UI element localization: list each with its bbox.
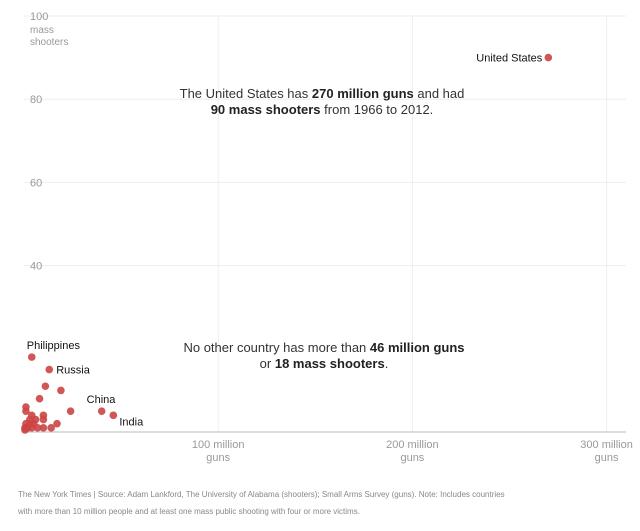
- y-tick-label: 60: [30, 177, 42, 189]
- y-axis-label: mass: [30, 25, 54, 36]
- annotation-top-text-3: from 1966 to 2012.: [320, 102, 434, 117]
- annotation-top-bold-2: 90 mass shooters: [210, 102, 321, 117]
- data-point: [22, 407, 30, 416]
- country-label: China: [87, 394, 117, 406]
- source-note: The New York Times | Source: Adam Lankfo…: [18, 486, 623, 520]
- x-tick-label: guns: [206, 452, 230, 464]
- annotation-bottom-bold-1: 46 million guns: [369, 340, 465, 355]
- data-point: [35, 394, 44, 403]
- annotation-bottom: No other country has more than 46 millio…: [134, 340, 514, 372]
- data-point: [53, 419, 61, 428]
- data-point: [109, 411, 118, 420]
- annotation-bottom-bold-2: 18 mass shooters: [274, 356, 385, 371]
- y-tick-label: 100: [30, 11, 48, 23]
- source-line-1: The New York Times | Source: Adam Lankfo…: [18, 490, 505, 499]
- annotation-top-bold-1: 270 million guns: [311, 86, 414, 101]
- y-tick-label: 40: [30, 261, 42, 273]
- data-point: [39, 424, 48, 432]
- y-tick-label: 80: [30, 94, 42, 106]
- country-label: India: [119, 416, 144, 428]
- data-point: [97, 407, 106, 416]
- y-axis-label: shooters: [30, 37, 68, 48]
- data-point: [39, 415, 48, 424]
- annotation-top-text-1: The United States has: [179, 86, 312, 101]
- annotation-bottom-text-2: or: [259, 356, 275, 371]
- annotation-top: The United States has 270 million guns a…: [132, 86, 512, 118]
- annotation-bottom-text-3: .: [384, 356, 389, 371]
- data-point: [45, 365, 54, 374]
- x-tick-label: 300 million: [580, 439, 633, 451]
- country-label: United States: [476, 53, 543, 65]
- x-tick-label: guns: [400, 452, 424, 464]
- data-point: [27, 353, 36, 361]
- annotation-bottom-text-1: No other country has more than: [183, 340, 370, 355]
- data-point: [33, 424, 42, 432]
- data-point: [544, 53, 553, 62]
- country-label: Russia: [56, 365, 91, 377]
- source-line-2: with more than 10 million people and at …: [18, 507, 360, 516]
- data-point: [47, 424, 55, 432]
- data-points: [21, 53, 553, 434]
- data-point: [57, 386, 65, 395]
- country-label: Philippines: [27, 340, 81, 352]
- data-point: [27, 424, 36, 432]
- data-point: [66, 407, 75, 416]
- x-tick-label: 200 million: [386, 439, 439, 451]
- data-point: [21, 426, 29, 434]
- gridlines: [24, 15, 626, 432]
- x-tick-label: 100 million: [192, 439, 245, 451]
- annotation-top-text-2: and had: [413, 86, 465, 101]
- data-point: [41, 382, 50, 391]
- x-tick-label: guns: [595, 452, 619, 464]
